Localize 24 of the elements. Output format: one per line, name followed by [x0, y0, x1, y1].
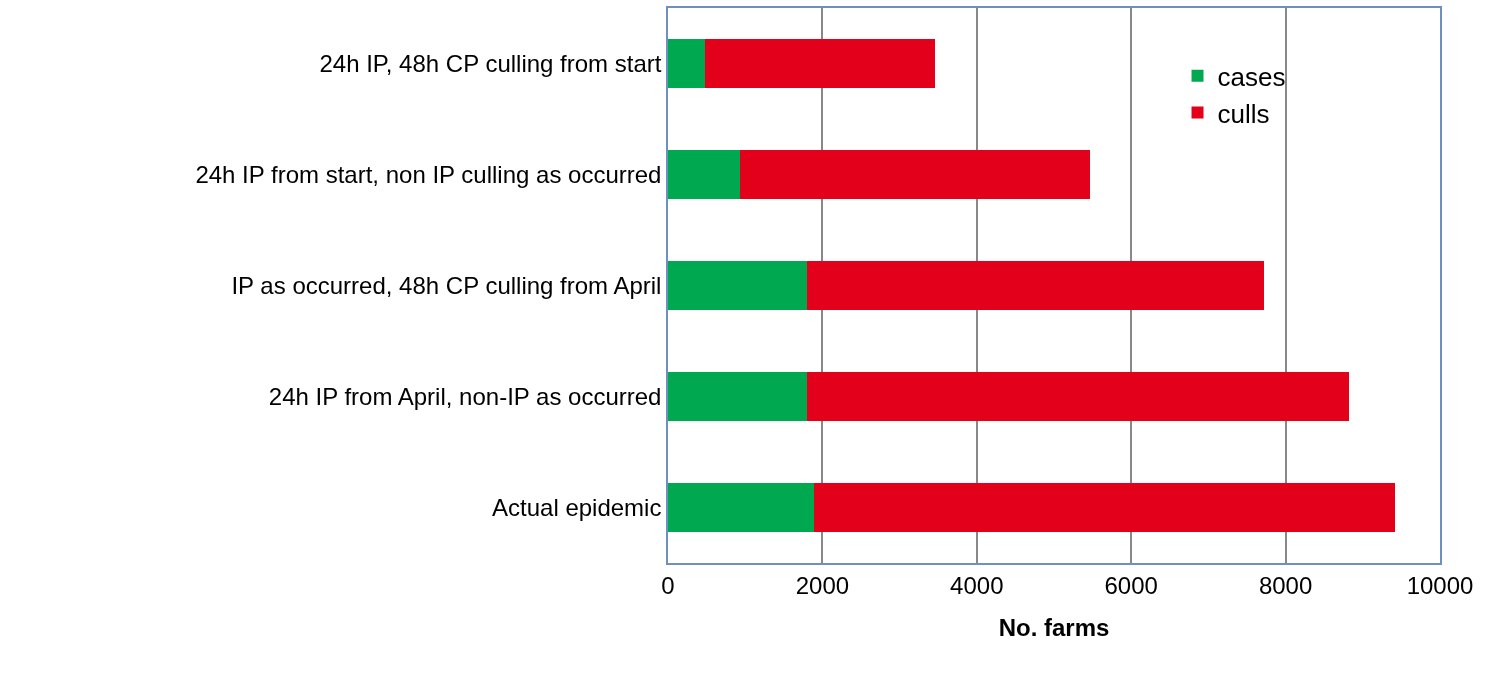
bar	[705, 38, 936, 89]
bar	[813, 482, 1396, 533]
y-tick-label: 24h IP from April, non-IP as occurred	[268, 382, 662, 410]
x-tick-label: 4000	[950, 571, 1004, 599]
x-tick-label: 6000	[1104, 571, 1158, 599]
bar	[668, 149, 740, 200]
x-axis-title: No. farms	[998, 614, 1110, 642]
y-tick-label: Actual epidemic	[492, 493, 662, 521]
x-tick-label: 10000	[1406, 571, 1474, 599]
bar	[739, 149, 1091, 200]
y-tick-label: 24h IP, 48h CP culling from start	[319, 49, 662, 77]
x-tick-label: 8000	[1258, 571, 1313, 599]
bar	[668, 38, 706, 89]
bar	[668, 482, 814, 533]
bar	[806, 371, 1349, 422]
legend-label: cases	[1217, 61, 1286, 92]
y-tick-label: 24h IP from start, non IP culling as occurred	[195, 160, 662, 188]
legend-label: culls	[1217, 98, 1270, 129]
y-tick-label: IP as occurred, 48h CP culling from April	[231, 271, 662, 299]
bar	[668, 371, 807, 422]
bar	[668, 260, 807, 311]
x-tick-label: 0	[661, 571, 675, 599]
bar	[806, 260, 1264, 311]
x-tick-label: 2000	[795, 571, 850, 599]
